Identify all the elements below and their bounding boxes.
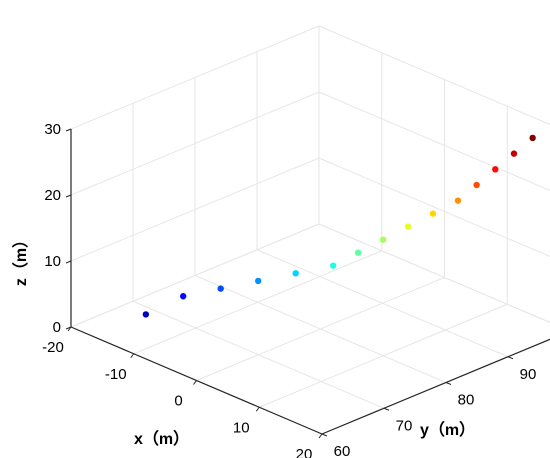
- x-tick-label: 10: [233, 419, 250, 436]
- wall-gridline: [70, 157, 320, 262]
- z-tick-mark: [65, 194, 72, 198]
- z-tick-label: 10: [44, 253, 61, 270]
- wall-gridline: [318, 157, 550, 258]
- data-point: [330, 262, 337, 269]
- x-tick-mark: [193, 380, 197, 385]
- z-tick-label: 30: [44, 121, 61, 138]
- data-point: [217, 285, 224, 292]
- x-tick-mark: [318, 433, 323, 439]
- z-tick-mark: [65, 260, 72, 264]
- data-point: [255, 277, 262, 285]
- wall-gridline: [318, 91, 550, 192]
- data-point: [292, 270, 299, 277]
- point-cloud: [142, 134, 536, 318]
- x-tick-label: 20: [296, 446, 313, 458]
- floor-gridline: [256, 249, 509, 358]
- x-tick-mark: [130, 353, 135, 359]
- data-point: [510, 150, 518, 157]
- data-point: [404, 223, 412, 230]
- wall-gridline: [318, 25, 550, 126]
- z-tick-label: 0: [53, 319, 61, 336]
- wall-gridline: [70, 91, 320, 196]
- x-tick-label: 0: [174, 393, 182, 410]
- data-point: [354, 249, 362, 256]
- data-point: [529, 134, 536, 142]
- y-tick-mark: [445, 382, 452, 385]
- floor-gridline: [132, 300, 385, 409]
- floor-gridline: [194, 275, 447, 383]
- y-axis-line: [321, 338, 550, 435]
- z-tick-mark: [65, 326, 72, 330]
- axes-grid: [65, 25, 550, 439]
- y-tick-label: 70: [396, 417, 413, 434]
- data-point: [379, 236, 387, 243]
- y-tick-mark: [507, 356, 514, 360]
- axis-labels: x（m） y（m） z（m）: [12, 232, 475, 448]
- y-axis-label: y（m）: [420, 421, 475, 439]
- tick-labels: -20-1001020607080901000102030: [42, 121, 537, 458]
- data-point: [429, 210, 437, 217]
- x-tick-label: -20: [42, 339, 64, 356]
- data-point: [180, 293, 187, 300]
- data-point: [454, 197, 462, 204]
- data-point: [492, 166, 499, 173]
- data-point: [142, 311, 150, 318]
- y-tick-mark: [383, 407, 390, 411]
- y-tick-label: 90: [520, 366, 537, 383]
- x-tick-mark: [255, 406, 260, 412]
- floor-gridline: [321, 338, 550, 435]
- z-tick-mark: [65, 128, 72, 132]
- y-tick-label: 80: [458, 392, 475, 409]
- z-tick-label: 20: [44, 187, 61, 204]
- data-point: [473, 181, 480, 189]
- wall-gridline: [70, 223, 320, 328]
- x-axis-label: x（m）: [134, 430, 189, 448]
- y-tick-mark: [321, 433, 328, 437]
- wall-gridline: [70, 25, 320, 130]
- wall-gridline: [318, 223, 550, 324]
- x-tick-label: -10: [105, 366, 127, 383]
- y-tick-label: 60: [334, 443, 351, 458]
- z-axis-label: z（m）: [12, 232, 30, 286]
